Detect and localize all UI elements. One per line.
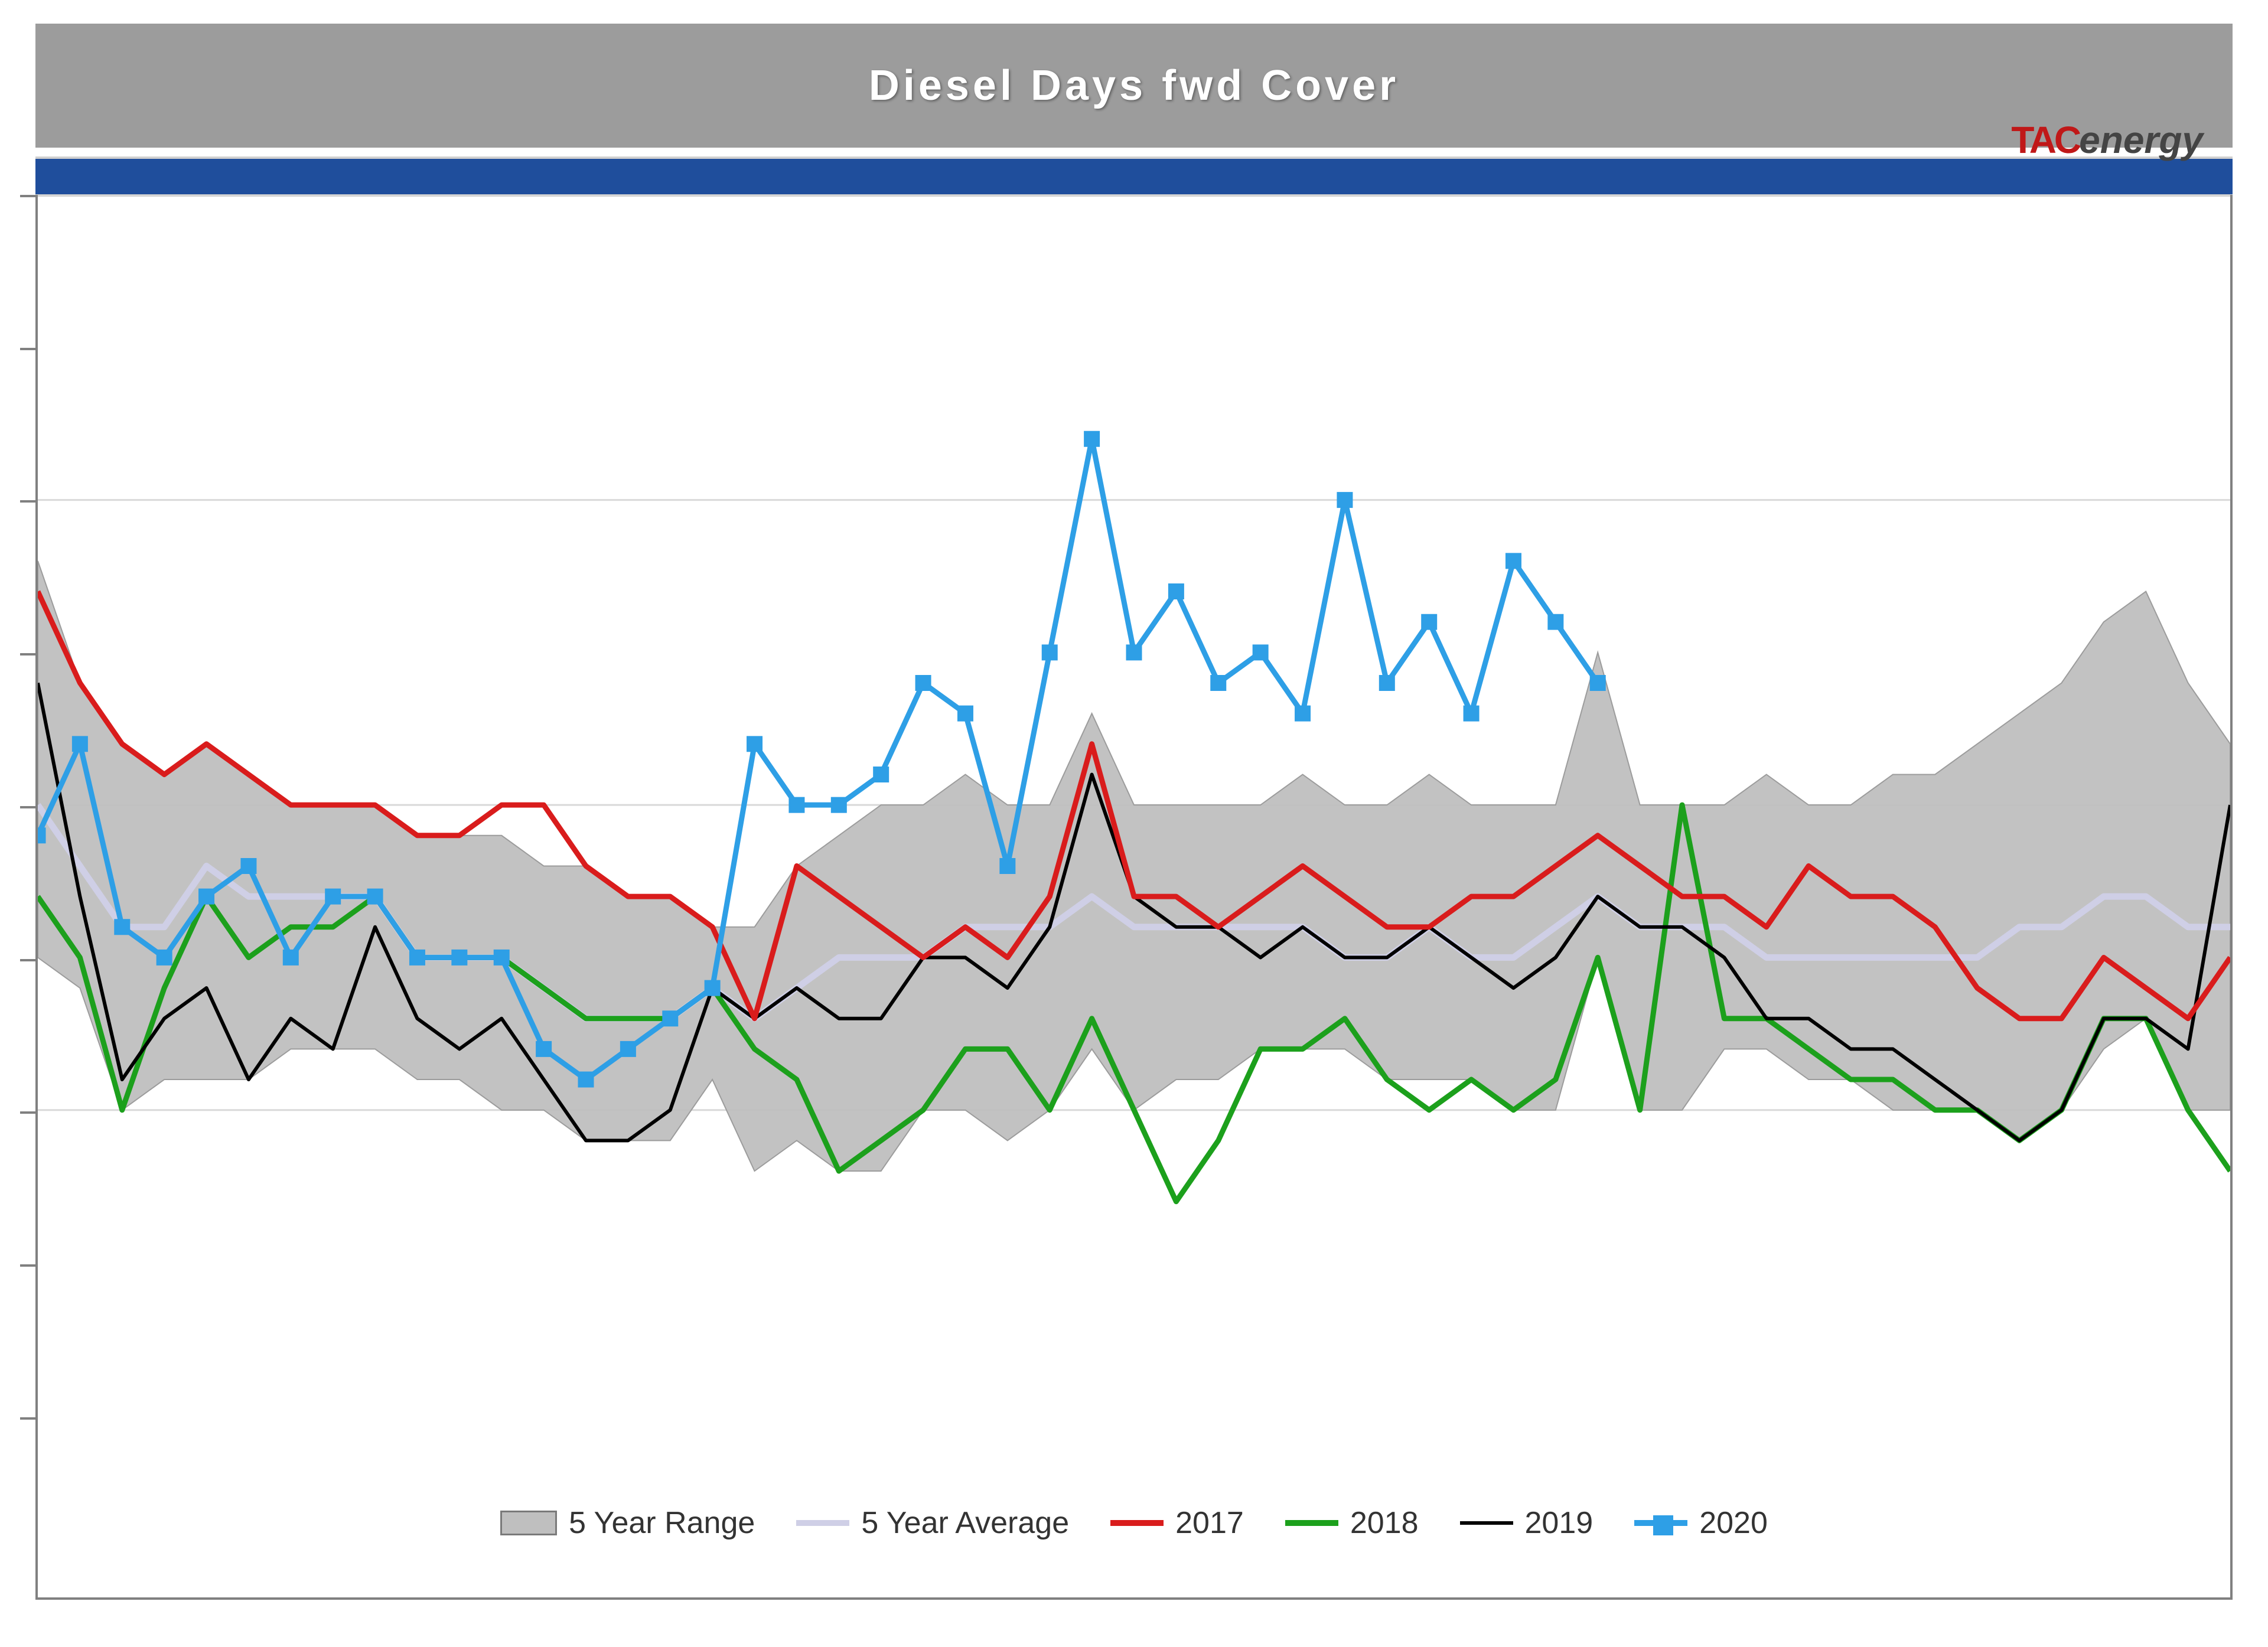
legend-item-2017: 2017 [1110, 1505, 1244, 1541]
brand-logo: TACenergy [2011, 118, 2203, 162]
plot-area [38, 195, 2230, 1597]
chart-container: Diesel Days fwd Cover TACenergy 5 Year R… [0, 0, 2268, 1647]
legend-swatch-2018 [1285, 1520, 1338, 1526]
title-bar: Diesel Days fwd Cover [35, 24, 2233, 148]
legend: 5 Year Range 5 Year Average 2017 2018 20… [35, 1493, 2233, 1553]
logo-energy: energy [2079, 119, 2203, 161]
legend-item-2018: 2018 [1285, 1505, 1419, 1541]
legend-label: 2019 [1525, 1505, 1594, 1541]
logo-tac: TAC [2011, 119, 2079, 161]
legend-label: 5 Year Average [861, 1505, 1069, 1541]
legend-label: 2020 [1699, 1505, 1768, 1541]
legend-label: 2017 [1175, 1505, 1244, 1541]
legend-item-2019: 2019 [1460, 1505, 1594, 1541]
legend-swatch-2020 [1634, 1520, 1687, 1526]
legend-label: 5 Year Range [569, 1505, 755, 1541]
legend-label: 2018 [1350, 1505, 1419, 1541]
legend-swatch-avg [796, 1520, 849, 1526]
legend-item-2020: 2020 [1634, 1505, 1768, 1541]
legend-item-avg: 5 Year Average [796, 1505, 1069, 1541]
chart-title: Diesel Days fwd Cover [869, 61, 1399, 110]
header-blue-band [35, 156, 2233, 197]
chart-svg [38, 195, 2230, 1597]
legend-swatch-2019 [1460, 1521, 1513, 1525]
legend-swatch-2017 [1110, 1520, 1164, 1526]
legend-item-range: 5 Year Range [500, 1505, 755, 1541]
legend-swatch-range [500, 1511, 557, 1535]
